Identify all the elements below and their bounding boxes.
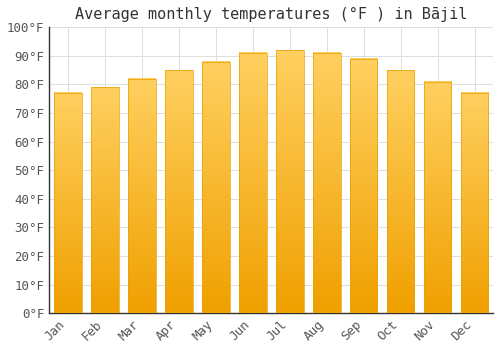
Bar — [128, 79, 156, 313]
Bar — [165, 70, 192, 313]
Title: Average monthly temperatures (°F ) in Bājil: Average monthly temperatures (°F ) in Bā… — [75, 7, 468, 22]
Bar — [54, 93, 82, 313]
Bar — [386, 70, 414, 313]
Bar — [350, 59, 378, 313]
Bar — [313, 53, 340, 313]
Bar — [424, 82, 452, 313]
Bar — [91, 87, 118, 313]
Bar — [460, 93, 488, 313]
Bar — [202, 62, 230, 313]
Bar — [239, 53, 266, 313]
Bar — [276, 50, 303, 313]
